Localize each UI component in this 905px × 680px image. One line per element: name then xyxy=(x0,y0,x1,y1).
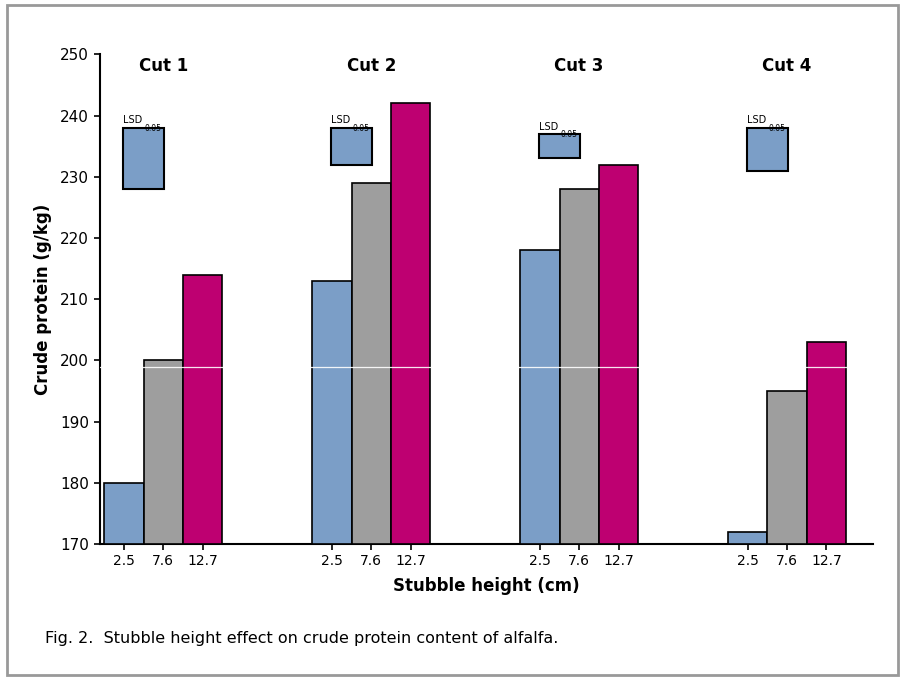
Bar xyxy=(144,360,183,544)
Bar xyxy=(538,134,580,158)
Text: LSD: LSD xyxy=(331,116,350,125)
Bar xyxy=(520,250,559,544)
Bar xyxy=(183,275,223,544)
Bar xyxy=(123,128,164,189)
Bar xyxy=(747,128,788,171)
Bar xyxy=(599,165,638,544)
Text: LSD: LSD xyxy=(123,116,142,125)
Text: Fig. 2.  Stubble height effect on crude protein content of alfalfa.: Fig. 2. Stubble height effect on crude p… xyxy=(45,631,558,646)
Text: 0.05: 0.05 xyxy=(560,130,577,139)
X-axis label: Stubble height (cm): Stubble height (cm) xyxy=(393,577,580,595)
Bar xyxy=(729,532,767,544)
Bar xyxy=(559,189,599,544)
Bar xyxy=(807,342,846,544)
Text: 0.05: 0.05 xyxy=(768,124,786,133)
Text: LSD: LSD xyxy=(747,116,766,125)
Bar xyxy=(767,391,807,544)
Bar xyxy=(351,183,391,544)
Text: Cut 4: Cut 4 xyxy=(762,58,812,75)
Bar xyxy=(391,103,430,544)
Text: Cut 2: Cut 2 xyxy=(347,58,395,75)
Text: 0.05: 0.05 xyxy=(352,124,369,133)
Bar xyxy=(331,128,372,165)
Text: 0.05: 0.05 xyxy=(145,124,161,133)
Bar xyxy=(104,483,144,544)
Y-axis label: Crude protein (g/kg): Crude protein (g/kg) xyxy=(33,203,52,395)
Text: Cut 1: Cut 1 xyxy=(138,58,188,75)
Text: Cut 3: Cut 3 xyxy=(555,58,604,75)
Bar xyxy=(312,281,351,544)
Text: LSD: LSD xyxy=(538,122,558,131)
